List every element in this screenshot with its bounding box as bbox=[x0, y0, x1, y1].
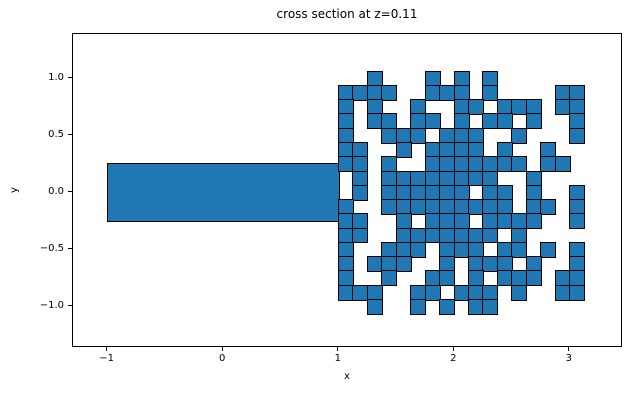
voxel-cell bbox=[366, 298, 383, 315]
voxel-cell bbox=[352, 184, 369, 201]
x-tick-label: 0 bbox=[219, 353, 226, 364]
voxel-cell bbox=[482, 227, 499, 244]
voxel-cell bbox=[352, 227, 369, 244]
voxel-cell bbox=[525, 213, 542, 230]
voxel-cell bbox=[511, 127, 528, 144]
voxel-cell bbox=[525, 270, 542, 287]
voxel-cell bbox=[569, 284, 586, 301]
voxel-cell bbox=[511, 156, 528, 173]
y-tick bbox=[68, 248, 72, 250]
voxel-cell bbox=[410, 127, 427, 144]
x-axis-label: x bbox=[344, 371, 350, 382]
voxel-cell bbox=[395, 256, 412, 272]
x-tick bbox=[452, 347, 454, 351]
x-tick-label: 3 bbox=[565, 353, 573, 364]
voxel-cell bbox=[381, 84, 398, 101]
voxel-cell bbox=[525, 113, 542, 130]
y-tick-label: 0.0 bbox=[48, 185, 64, 197]
voxel-cell bbox=[554, 156, 571, 173]
y-tick-label: −0.5 bbox=[39, 242, 64, 254]
voxel-cell bbox=[424, 284, 441, 301]
voxel-cell bbox=[482, 84, 499, 101]
chart-title: cross section at z=0.11 bbox=[276, 7, 418, 21]
beam-rect bbox=[106, 163, 340, 223]
x-tick bbox=[221, 347, 223, 351]
x-tick bbox=[337, 347, 339, 351]
voxel-cell bbox=[439, 298, 456, 315]
voxel-cell bbox=[439, 270, 456, 287]
x-tick bbox=[568, 347, 570, 351]
voxel-cell bbox=[569, 127, 586, 144]
voxel-cell bbox=[540, 241, 557, 258]
y-tick bbox=[68, 134, 72, 136]
y-tick-label: −1.0 bbox=[39, 299, 64, 311]
voxel-cell bbox=[467, 99, 484, 115]
voxel-cell bbox=[540, 199, 557, 215]
voxel-cell bbox=[496, 113, 513, 130]
y-tick bbox=[68, 77, 72, 79]
plot-area bbox=[72, 33, 622, 347]
voxel-cell bbox=[482, 298, 499, 315]
voxel-cell bbox=[395, 141, 412, 158]
x-tick-label: 2 bbox=[450, 353, 457, 364]
y-tick bbox=[68, 191, 72, 193]
voxel-cell bbox=[410, 241, 427, 258]
voxel-cell bbox=[410, 298, 427, 315]
x-tick bbox=[106, 347, 108, 351]
voxel-cell bbox=[569, 213, 586, 230]
y-tick-label: 1.0 bbox=[48, 71, 64, 83]
x-tick-label: 1 bbox=[334, 353, 341, 364]
voxel-cell bbox=[381, 270, 398, 287]
y-tick-label: 0.5 bbox=[48, 128, 64, 140]
y-axis-label: y bbox=[9, 187, 20, 193]
y-tick bbox=[68, 305, 72, 307]
x-tick-label: −1 bbox=[99, 353, 115, 364]
voxel-cell bbox=[424, 113, 441, 130]
voxel-cell bbox=[511, 284, 528, 301]
voxel-cell bbox=[511, 241, 528, 258]
